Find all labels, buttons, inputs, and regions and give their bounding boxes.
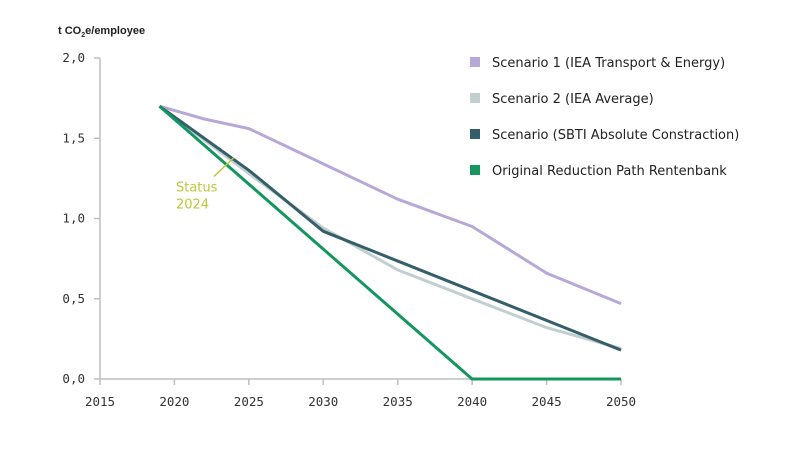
x-tick-label: 2035	[383, 394, 413, 409]
y-axis-unit-label: t CO2e/employee	[58, 25, 145, 39]
legend-swatch	[470, 165, 480, 175]
status-2024-marker-line	[213, 156, 235, 178]
y-tick-label: 2,0	[62, 50, 85, 65]
legend-swatch	[470, 57, 480, 67]
x-tick-label: 2040	[457, 394, 487, 409]
annotation-layer: Status 2024	[176, 156, 235, 213]
legend-label: Scenario 1 (IEA Transport & Energy)	[492, 56, 725, 71]
x-tick-label: 2030	[308, 394, 338, 409]
x-tick-label: 2020	[159, 394, 189, 409]
status-annotation-label: Status	[176, 181, 218, 196]
legend-swatch	[470, 129, 480, 139]
legend-swatch	[470, 93, 480, 103]
axes: 0,0 0,5 1,0 1,5 2,0 2015 2020 2025 2030 2035 2040 2…	[62, 50, 636, 409]
x-tick-label: 2015	[85, 394, 115, 409]
y-tick-label: 0,0	[62, 371, 85, 386]
y-tick-label: 1,5	[62, 130, 85, 145]
y-tick-label: 1,0	[62, 211, 85, 226]
status-annotation-year: 2024	[176, 198, 209, 213]
series-line-4	[158, 105, 621, 381]
x-tick-label: 2050	[606, 394, 636, 409]
x-tick-label: 2025	[234, 394, 264, 409]
legend-label: Original Reduction Path Rentenbank	[492, 164, 727, 179]
y-tick-label: 0,5	[62, 291, 85, 306]
legend-label: Scenario 2 (IEA Average)	[492, 92, 654, 107]
series-line-3	[158, 104, 622, 352]
series-line-1	[159, 104, 622, 305]
legend-label: Scenario (SBTI Absolute Constraction)	[492, 128, 739, 143]
legend: Scenario 1 (IEA Transport & Energy) Scena…	[470, 56, 739, 179]
x-tick-label: 2045	[532, 394, 562, 409]
series-layer	[158, 104, 622, 381]
series-line-2	[158, 105, 622, 350]
